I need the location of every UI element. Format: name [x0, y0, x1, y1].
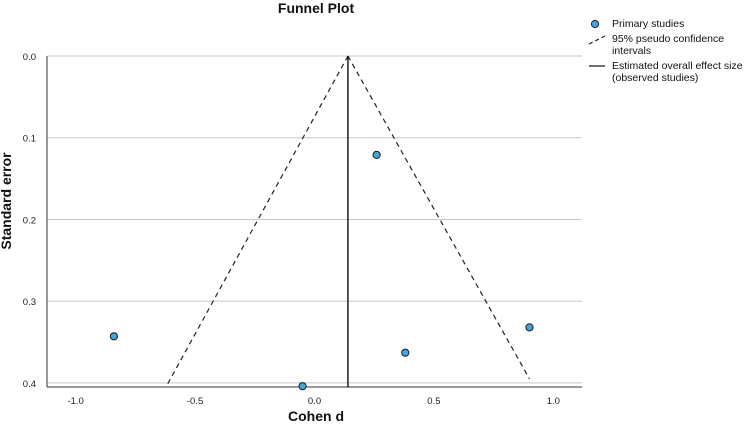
solid-line-icon [589, 65, 605, 67]
legend-label-confidence-intervals: 95% pseudo confidence intervals [612, 33, 725, 57]
confidence-line-right [347, 55, 530, 380]
y-tick-label: 0.2 [23, 215, 36, 226]
y-tick-label: 0.0 [23, 52, 36, 63]
grid-lines [47, 137, 582, 384]
y-tick-label: 0.4 [23, 379, 36, 390]
x-tick-label: -0.5 [187, 396, 203, 407]
confidence-line-left [165, 55, 349, 387]
chart-text: Funnel Plot Cohen d Standard error [0, 0, 354, 424]
study-point [525, 323, 534, 332]
legend-item-confidence-intervals: 95% pseudo confidence intervals [588, 33, 748, 57]
x-tick-label: 0.5 [427, 396, 440, 407]
legend-item-overall-effect: Estimated overall effect size (observed … [588, 60, 748, 84]
y-axis-title: Standard error [0, 152, 14, 250]
x-tick-label: 1.0 [547, 396, 560, 407]
study-point [372, 150, 381, 159]
chart-legend: Primary studies 95% pseudo confidence in… [588, 18, 748, 87]
legend-label-overall-effect: Estimated overall effect size (observed … [612, 60, 743, 84]
study-point [298, 382, 307, 391]
axes: 0.0 0.1 0.2 0.3 0.4 -1.0 -0.5 0.0 0.5 1.0 [23, 52, 582, 407]
y-tick-label: 0.3 [23, 297, 36, 308]
plot-series [109, 55, 534, 391]
dashed-line-icon [588, 35, 606, 45]
x-axis-title: Cohen d [288, 408, 344, 424]
legend-label-primary-studies: Primary studies [612, 18, 685, 30]
circle-marker-icon [590, 19, 600, 29]
legend-item-primary-studies: Primary studies [588, 18, 748, 30]
chart-title: Funnel Plot [278, 0, 355, 16]
x-tick-label: -1.0 [67, 396, 83, 407]
study-point [401, 348, 410, 357]
study-point [109, 332, 118, 341]
x-tick-label: 0.0 [308, 396, 321, 407]
y-tick-label: 0.1 [23, 134, 36, 145]
